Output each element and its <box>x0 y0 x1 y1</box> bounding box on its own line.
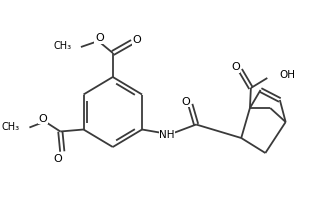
Text: O: O <box>39 113 47 124</box>
Text: CH₃: CH₃ <box>53 41 71 51</box>
Text: O: O <box>53 153 62 164</box>
Text: O: O <box>181 97 190 107</box>
Text: CH₃: CH₃ <box>2 122 20 132</box>
Text: NH: NH <box>159 129 175 139</box>
Text: O: O <box>95 33 104 43</box>
Text: O: O <box>132 35 141 45</box>
Text: O: O <box>231 62 240 72</box>
Text: OH: OH <box>279 70 295 80</box>
